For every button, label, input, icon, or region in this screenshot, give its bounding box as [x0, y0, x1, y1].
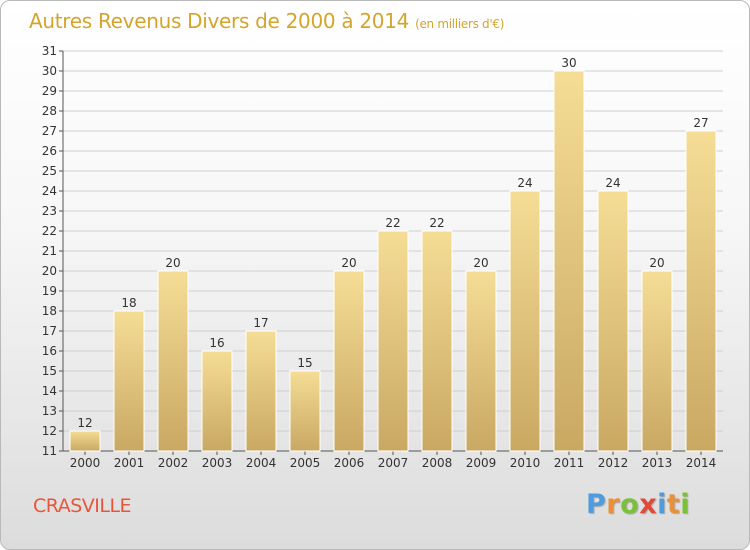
bar-2005	[289, 370, 321, 452]
value-label-2005: 15	[297, 356, 312, 370]
value-label-2012: 24	[605, 176, 620, 190]
value-labels: 12 18 20 16 17 15 20 22 22 20 24 30 24 20 27	[77, 56, 708, 430]
value-label-2014: 27	[693, 116, 708, 130]
x-tick-label-2002: 2002	[158, 456, 189, 470]
y-tick-label: 14	[42, 384, 57, 398]
y-tick-label: 15	[42, 364, 57, 378]
value-label-2001: 18	[121, 296, 136, 310]
y-tick-label: 27	[42, 124, 57, 138]
y-tick-label: 22	[42, 224, 57, 238]
x-tick-label-2003: 2003	[202, 456, 233, 470]
value-label-2002: 20	[165, 256, 180, 270]
value-label-2006: 20	[341, 256, 356, 270]
logo-letter: r	[606, 489, 621, 520]
y-tick-label: 26	[42, 144, 57, 158]
x-tick-label-2000: 2000	[70, 456, 101, 470]
bar-2004	[245, 330, 277, 452]
x-tick-label-2008: 2008	[422, 456, 453, 470]
y-tick-label: 31	[42, 44, 57, 58]
x-tick-label-2009: 2009	[466, 456, 497, 470]
bar-2012	[597, 190, 629, 452]
y-tick-label: 21	[42, 244, 57, 258]
chart-title: Autres Revenus Divers de 2000 à 2014 (en …	[29, 9, 504, 33]
bar-2011	[553, 70, 585, 452]
x-tick-label-2011: 2011	[554, 456, 585, 470]
value-label-2000: 12	[77, 416, 92, 430]
bar-2009	[465, 270, 497, 452]
y-tick-label: 23	[42, 204, 57, 218]
bar-2013	[641, 270, 673, 452]
bar-2008	[421, 230, 453, 452]
y-tick-label: 19	[42, 284, 57, 298]
logo-letter: i	[657, 489, 667, 520]
logo-letter: x	[639, 489, 658, 520]
y-tick-label: 13	[42, 404, 57, 418]
y-tick-label: 20	[42, 264, 57, 278]
y-tick-label: 11	[42, 444, 57, 458]
y-tick-label: 25	[42, 164, 57, 178]
value-label-2013: 20	[649, 256, 664, 270]
y-tick-label: 12	[42, 424, 57, 438]
bar-2001	[113, 310, 145, 452]
proxiti-logo: Proxiti	[586, 489, 690, 520]
x-tick-label-2007: 2007	[378, 456, 409, 470]
x-tick-label-2005: 2005	[290, 456, 321, 470]
value-label-2010: 24	[517, 176, 532, 190]
x-tick-label-2012: 2012	[598, 456, 629, 470]
x-tick-label-2010: 2010	[510, 456, 541, 470]
bar-2007	[377, 230, 409, 452]
town-name: CRASVILLE	[33, 495, 132, 517]
value-label-2011: 30	[561, 56, 576, 70]
chart-subtitle: (en milliers d'€)	[415, 17, 505, 31]
x-tick-label-2004: 2004	[246, 456, 277, 470]
y-tick-label: 28	[42, 104, 57, 118]
bar-2014	[685, 130, 717, 452]
x-tick-label-2001: 2001	[114, 456, 145, 470]
bar-2003	[201, 350, 233, 452]
y-tick-label: 16	[42, 344, 57, 358]
bar-2002	[157, 270, 189, 452]
chart-title-text: Autres Revenus Divers de 2000 à 2014	[29, 9, 410, 33]
y-tick-label: 30	[42, 64, 57, 78]
logo-letter: t	[666, 489, 681, 520]
y-tick-label: 18	[42, 304, 57, 318]
y-tick-label: 17	[42, 324, 57, 338]
value-label-2008: 22	[429, 216, 444, 230]
logo-letter: i	[680, 489, 691, 520]
bar-2010	[509, 190, 541, 452]
logo-letter: P	[586, 489, 607, 520]
x-tick-label-2006: 2006	[334, 456, 365, 470]
bar-2000	[69, 430, 101, 452]
x-tick-label-2013: 2013	[642, 456, 673, 470]
y-tick-label: 29	[42, 84, 57, 98]
value-label-2003: 16	[209, 336, 224, 350]
value-label-2007: 22	[385, 216, 400, 230]
value-label-2004: 17	[253, 316, 268, 330]
y-tick-label: 24	[42, 184, 57, 198]
bars	[69, 70, 717, 452]
value-label-2009: 20	[473, 256, 488, 270]
bar-2006	[333, 270, 365, 452]
x-tick-label-2014: 2014	[686, 456, 717, 470]
logo-letter: o	[620, 489, 640, 520]
